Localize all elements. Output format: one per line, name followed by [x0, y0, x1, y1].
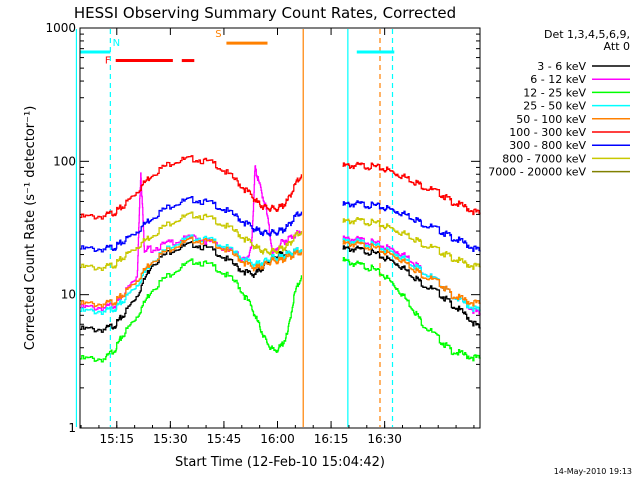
y-axis-label: Corrected Count Rate (s⁻¹ detector⁻¹) [23, 106, 38, 351]
y-tick-label: 1 [68, 421, 76, 435]
series-line [342, 257, 481, 362]
y-tick-label: 10 [61, 288, 76, 302]
chart-title: HESSI Observing Summary Count Rates, Cor… [74, 4, 456, 22]
series-line [342, 216, 481, 270]
series-line [80, 234, 303, 315]
legend-label: 7000 - 20000 keV [488, 166, 586, 179]
series-line [80, 155, 303, 220]
attenuator-label: S [215, 29, 221, 40]
x-tick-label: 15:15 [99, 432, 134, 446]
legend-header-1: Det 1,3,4,5,6,9, [544, 28, 630, 41]
attenuator-label: F [105, 56, 111, 67]
x-tick-label: 15:30 [153, 432, 188, 446]
legend-label: 50 - 100 keV [516, 113, 586, 126]
series-line [342, 245, 481, 330]
x-tick-label: 15:45 [207, 432, 242, 446]
legend-label: 6 - 12 keV [530, 73, 586, 86]
series-line [80, 211, 303, 272]
x-axis-label: Start Time (12-Feb-10 15:04:42) [175, 455, 385, 470]
legend-label: 800 - 7000 keV [502, 152, 586, 165]
series-line [80, 258, 303, 363]
series-line [80, 196, 303, 253]
series-line [80, 236, 303, 308]
series-line [342, 200, 481, 253]
x-tick-label: 16:00 [260, 432, 295, 446]
y-tick-label: 100 [53, 154, 76, 168]
series-line [80, 240, 303, 333]
legend-label: 300 - 800 keV [509, 139, 586, 152]
attenuator-label: N [113, 38, 120, 49]
time-markers [75, 29, 394, 427]
attenuator-bars: NF S [80, 29, 395, 67]
legend-header-2: Att 0 [604, 40, 630, 53]
legend-label: 3 - 6 keV [537, 60, 586, 73]
y-tick-label: 1000 [45, 21, 76, 35]
legend-label: 100 - 300 keV [509, 126, 586, 139]
series-line [342, 240, 481, 307]
plot-frame [79, 27, 481, 429]
series-group [80, 155, 481, 363]
series-line [342, 161, 481, 216]
x-tick-label: 16:30 [367, 432, 402, 446]
x-tick-label: 16:15 [314, 432, 349, 446]
footer-date: 14-May-2010 19:13 [554, 467, 632, 476]
legend-label: 25 - 50 keV [523, 100, 586, 113]
series-line [342, 237, 481, 312]
legend-label: 12 - 25 keV [523, 86, 586, 99]
